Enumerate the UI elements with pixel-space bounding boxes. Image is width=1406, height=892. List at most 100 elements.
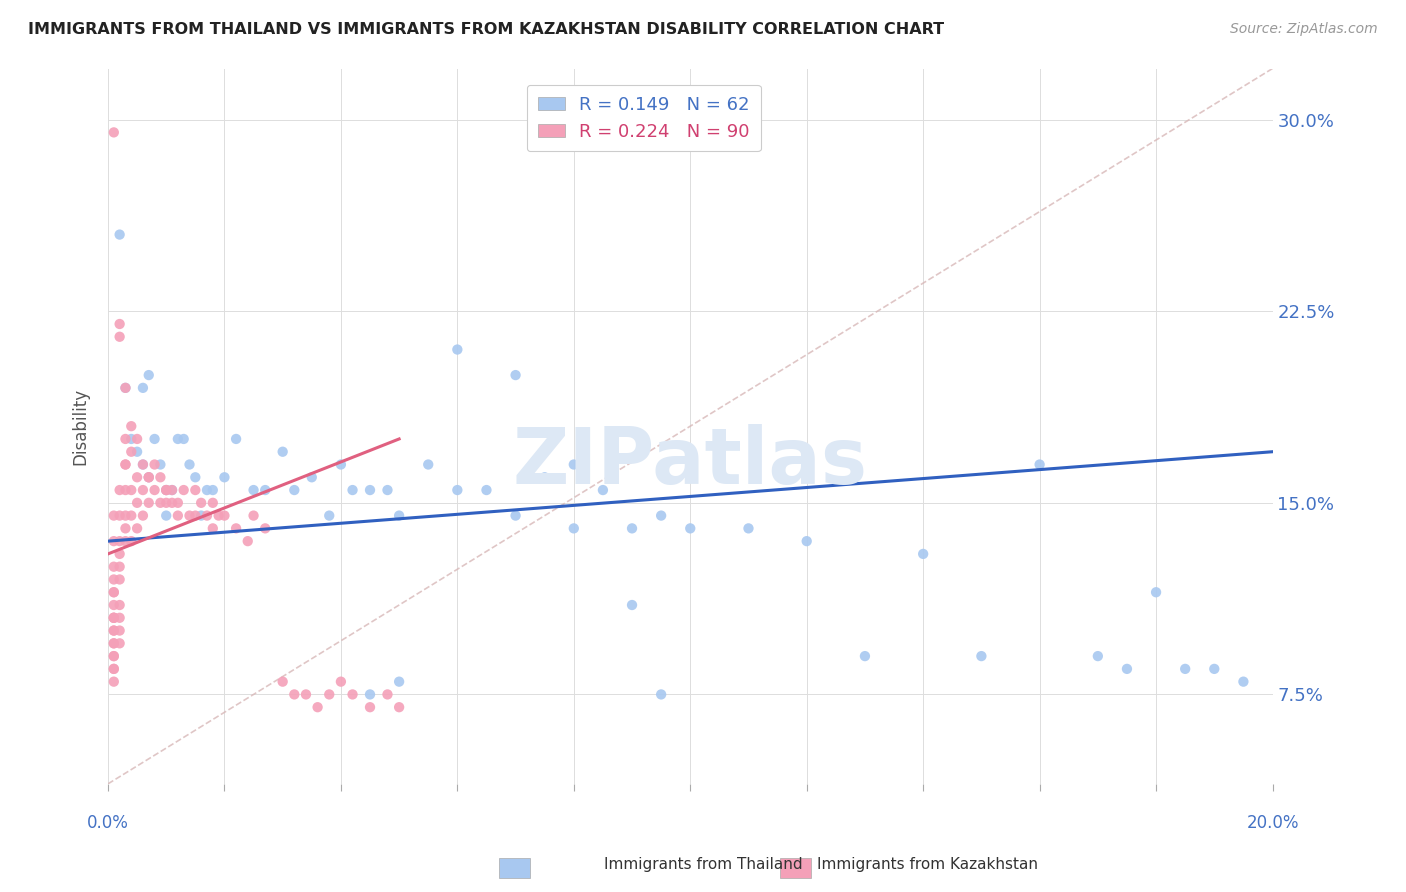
- Point: [108, 573, 131, 587]
- Text: Immigrants from Thailand: Immigrants from Thailand: [603, 857, 803, 872]
- Point: [108, 559, 131, 574]
- Point: [236, 534, 259, 549]
- Point: [318, 508, 340, 523]
- Point: [114, 521, 136, 535]
- Point: [179, 508, 201, 523]
- Point: [195, 483, 218, 497]
- Text: 0.0%: 0.0%: [87, 814, 129, 832]
- Point: [1144, 585, 1167, 599]
- Point: [149, 470, 172, 484]
- Point: [127, 432, 149, 446]
- Point: [114, 458, 136, 472]
- Point: [114, 483, 136, 497]
- Point: [184, 508, 207, 523]
- Point: [155, 508, 177, 523]
- Point: [103, 573, 125, 587]
- Point: [120, 432, 142, 446]
- Point: [114, 381, 136, 395]
- Point: [138, 470, 160, 484]
- Text: IMMIGRANTS FROM THAILAND VS IMMIGRANTS FROM KAZAKHSTAN DISABILITY CORRELATION CH: IMMIGRANTS FROM THAILAND VS IMMIGRANTS F…: [28, 22, 945, 37]
- Point: [108, 547, 131, 561]
- Y-axis label: Disability: Disability: [72, 388, 89, 465]
- Point: [127, 470, 149, 484]
- Legend: R = 0.149   N = 62, R = 0.224   N = 90: R = 0.149 N = 62, R = 0.224 N = 90: [527, 85, 761, 152]
- Text: Immigrants from Kazakhstan: Immigrants from Kazakhstan: [817, 857, 1039, 872]
- Point: [127, 521, 149, 535]
- Point: [446, 483, 468, 497]
- Point: [342, 483, 364, 497]
- Point: [108, 508, 131, 523]
- Point: [108, 330, 131, 344]
- Point: [127, 444, 149, 458]
- Point: [103, 611, 125, 625]
- Point: [132, 381, 155, 395]
- Point: [160, 483, 183, 497]
- Point: [103, 649, 125, 664]
- Point: [179, 458, 201, 472]
- Point: [418, 458, 440, 472]
- Point: [295, 688, 318, 702]
- Point: [533, 470, 555, 484]
- Point: [271, 674, 294, 689]
- Text: Source: ZipAtlas.com: Source: ZipAtlas.com: [1230, 22, 1378, 37]
- Point: [1232, 674, 1254, 689]
- Point: [225, 521, 247, 535]
- Point: [114, 508, 136, 523]
- Text: 20.0%: 20.0%: [1246, 814, 1299, 832]
- Point: [103, 598, 125, 612]
- Point: [621, 598, 644, 612]
- Point: [120, 483, 142, 497]
- Point: [167, 432, 190, 446]
- Point: [359, 700, 381, 714]
- Point: [1116, 662, 1139, 676]
- Point: [138, 470, 160, 484]
- Point: [103, 624, 125, 638]
- Point: [114, 432, 136, 446]
- Point: [103, 662, 125, 676]
- Point: [912, 547, 935, 561]
- Point: [388, 700, 411, 714]
- Point: [103, 508, 125, 523]
- Point: [201, 496, 224, 510]
- Point: [108, 598, 131, 612]
- Point: [184, 483, 207, 497]
- Point: [225, 432, 247, 446]
- Point: [388, 508, 411, 523]
- Point: [114, 458, 136, 472]
- Point: [108, 483, 131, 497]
- Point: [103, 585, 125, 599]
- Point: [108, 534, 131, 549]
- Point: [103, 636, 125, 650]
- Point: [103, 559, 125, 574]
- Point: [173, 432, 195, 446]
- Point: [103, 674, 125, 689]
- Point: [132, 508, 155, 523]
- Point: [155, 483, 177, 497]
- Point: [388, 674, 411, 689]
- Point: [103, 649, 125, 664]
- Point: [103, 585, 125, 599]
- Point: [242, 508, 264, 523]
- Point: [103, 636, 125, 650]
- Point: [201, 483, 224, 497]
- Point: [114, 381, 136, 395]
- Point: [167, 496, 190, 510]
- Point: [446, 343, 468, 357]
- Point: [149, 458, 172, 472]
- Point: [160, 483, 183, 497]
- Point: [329, 674, 352, 689]
- Point: [108, 317, 131, 331]
- Point: [132, 458, 155, 472]
- FancyBboxPatch shape: [499, 858, 530, 878]
- Point: [475, 483, 498, 497]
- Point: [155, 496, 177, 510]
- Point: [120, 508, 142, 523]
- Point: [737, 521, 759, 535]
- Point: [120, 419, 142, 434]
- Point: [155, 483, 177, 497]
- Point: [970, 649, 993, 664]
- Point: [329, 458, 352, 472]
- Point: [155, 483, 177, 497]
- Point: [505, 508, 527, 523]
- Point: [173, 483, 195, 497]
